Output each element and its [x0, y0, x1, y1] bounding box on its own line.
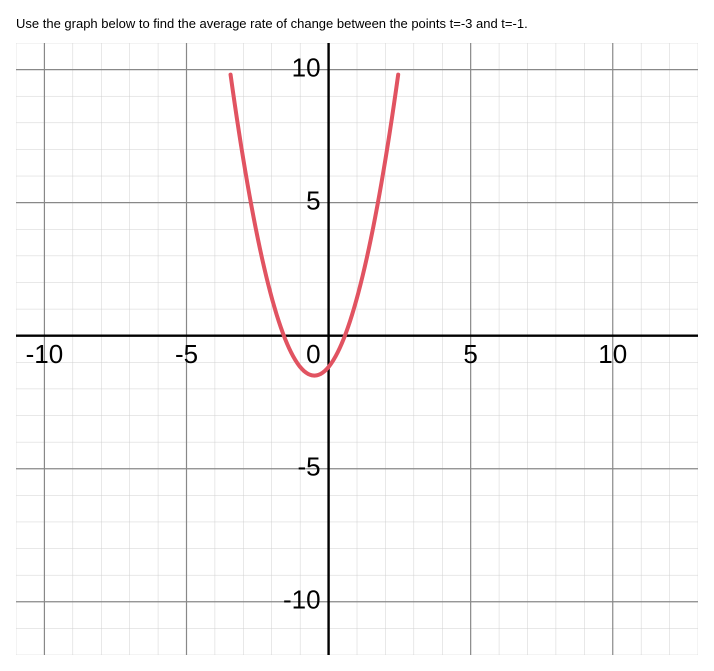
svg-text:-5: -5	[175, 339, 198, 369]
question-text: Use the graph below to find the average …	[16, 16, 698, 31]
chart-svg: -10 -5 5 10 0 -10 -5 5 10	[16, 43, 698, 655]
svg-text:10: 10	[598, 339, 627, 369]
svg-text:-10: -10	[283, 585, 321, 615]
svg-text:-5: -5	[297, 452, 320, 482]
svg-text:5: 5	[306, 186, 320, 216]
svg-text:0: 0	[306, 339, 320, 369]
rate-of-change-chart: -10 -5 5 10 0 -10 -5 5 10	[16, 43, 698, 655]
svg-text:10: 10	[292, 52, 321, 82]
svg-text:5: 5	[463, 339, 477, 369]
svg-text:-10: -10	[26, 339, 64, 369]
